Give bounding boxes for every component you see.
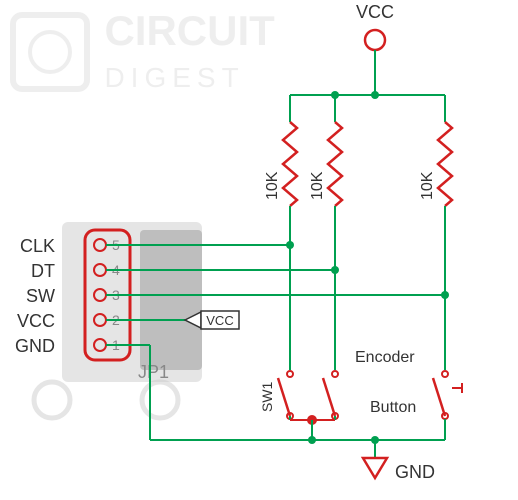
enc-b-arm <box>323 378 335 416</box>
schematic-canvas: VCC 10K 10K 10K CLK DT SW VCC GND 5 4 3 … <box>0 0 518 500</box>
enc-a-top-contact <box>287 371 293 377</box>
module-hole-left <box>34 382 70 418</box>
junction-vcc-rail <box>371 91 379 99</box>
vcc-top-label: VCC <box>356 2 394 22</box>
connector-name: JP1 <box>138 362 169 382</box>
vcc-arrow-label: VCC <box>206 313 233 328</box>
resistor-r1 <box>283 122 297 206</box>
pin-label-gnd: GND <box>15 336 55 356</box>
pin-label-clk: CLK <box>20 236 55 256</box>
r1-value: 10K <box>264 171 281 200</box>
btn-arm <box>433 378 445 416</box>
gnd-label: GND <box>395 462 435 482</box>
pin-label-sw: SW <box>26 286 55 306</box>
module-hole-right <box>142 382 178 418</box>
resistor-r3 <box>438 122 452 206</box>
junction-enc-gnd <box>308 436 316 444</box>
r2-value: 10K <box>309 171 326 200</box>
gnd-symbol-icon <box>363 458 387 478</box>
enc-a-arm <box>278 378 290 416</box>
btn-top-contact <box>442 371 448 377</box>
sw1-label: SW1 <box>259 381 275 412</box>
button-label: Button <box>370 399 416 416</box>
r3-value: 10K <box>419 171 436 200</box>
pin-label-vcc: VCC <box>17 311 55 331</box>
enc-b-top-contact <box>332 371 338 377</box>
encoder-label: Encoder <box>355 349 415 366</box>
vcc-ring-icon <box>365 30 385 50</box>
pin-label-dt: DT <box>31 261 55 281</box>
resistor-r2 <box>328 122 342 206</box>
